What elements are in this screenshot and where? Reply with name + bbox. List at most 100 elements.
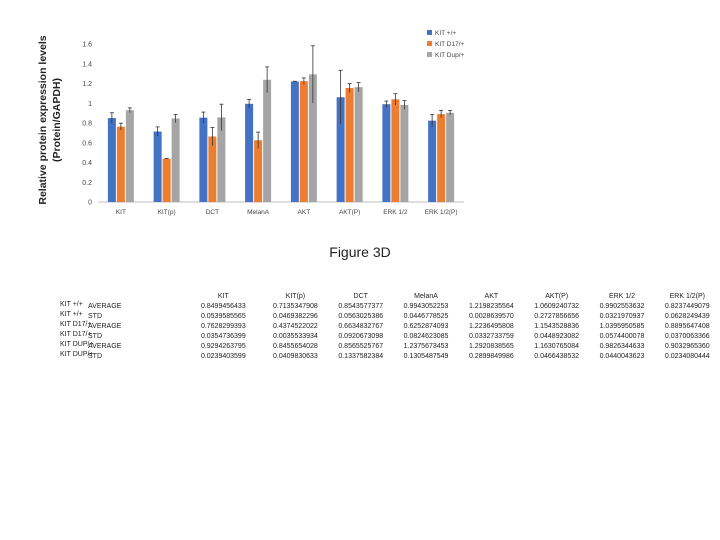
y-tick-label: 1.2 bbox=[82, 81, 92, 88]
y-tick-label: 1.6 bbox=[82, 42, 92, 49]
table-cell: 0.0321970937 bbox=[599, 312, 645, 320]
table-cell: 0.0370063366 bbox=[664, 332, 710, 340]
table-body: KIT +/+ AVERAGE 0.8499456433 0.7135347908 0.… bbox=[60, 301, 720, 361]
legend-swatch bbox=[427, 41, 432, 46]
table-cell: 0.0332733759 bbox=[468, 332, 514, 340]
bar bbox=[125, 110, 134, 202]
row-stat-label: AVERAGE bbox=[88, 342, 122, 350]
y-tick-label: 1 bbox=[88, 101, 92, 108]
table-cell: 1.0395950585 bbox=[599, 322, 645, 330]
table-row: KIT DUP/+ STD 0.0239403599 0.0409830633 0.13… bbox=[60, 351, 720, 361]
bar bbox=[336, 97, 345, 202]
x-tick-label: DCT bbox=[206, 209, 219, 216]
table-cell: 0.0234080444 bbox=[664, 352, 710, 360]
y-tick-label: 0.2 bbox=[82, 180, 92, 187]
table-cell: 0.8237449079 bbox=[664, 302, 710, 310]
y-tick-label: 1.4 bbox=[82, 61, 92, 68]
table-header-cell: AKT(P) bbox=[545, 292, 569, 300]
table-cell: 0.0035533934 bbox=[273, 332, 318, 340]
row-group-text: KIT DUP/+ bbox=[60, 351, 94, 358]
legend-label: KIT +/+ bbox=[435, 30, 456, 37]
y-tick-label: 0.8 bbox=[82, 121, 92, 128]
table-cell: 0.8499456433 bbox=[200, 302, 246, 310]
y-tick-label: 0.4 bbox=[82, 160, 92, 167]
table-cell: 0.2899849986 bbox=[468, 352, 514, 360]
bar bbox=[446, 112, 455, 202]
bar bbox=[428, 120, 437, 202]
x-tick-label: AKT(P) bbox=[339, 209, 360, 216]
table-cell: 1.2236495808 bbox=[468, 322, 514, 330]
row-group-text: KIT DUP/+ bbox=[60, 341, 94, 348]
row-stat-label: AVERAGE bbox=[88, 322, 122, 330]
y-axis-label-line-1: Relative protein expression levels bbox=[37, 35, 49, 204]
table-header-cell: KIT(p) bbox=[285, 292, 306, 300]
x-tick-label: KIT(p) bbox=[158, 209, 176, 216]
row-group-text: KIT +/+ bbox=[60, 311, 83, 318]
row-stat-label: STD bbox=[88, 312, 102, 320]
table-cell: 0.0028639570 bbox=[468, 312, 514, 320]
table-cell: 0.0469382296 bbox=[273, 312, 318, 320]
table-cell: 0.9943052253 bbox=[403, 302, 449, 310]
table-row: KIT +/+ STD 0.0539585565 0.0469382296 0.0563… bbox=[60, 311, 720, 321]
bar bbox=[400, 104, 409, 202]
table-header-cell bbox=[88, 291, 184, 301]
x-tick-label: AKT bbox=[298, 209, 311, 216]
table-cell: 0.8543577377 bbox=[338, 302, 384, 310]
table-cell: 0.9294263795 bbox=[200, 342, 246, 350]
table-cell: 1.1630765084 bbox=[534, 342, 580, 350]
table-cell: 1.1543528836 bbox=[534, 322, 580, 330]
row-stat-label: AVERAGE bbox=[88, 302, 122, 310]
row-group-text: KIT +/+ bbox=[60, 301, 83, 308]
table-header-row: KIT KIT(p) DCT MelanA AKT AKT(P) ERK 1/2 ERK 1/… bbox=[88, 291, 720, 301]
figure-caption: Figure 3D bbox=[329, 244, 391, 260]
table-row: KIT DUP/+ AVERAGE 0.9294263795 0.8455654028… bbox=[60, 341, 720, 351]
table-cell: 0.2727856656 bbox=[534, 312, 580, 320]
table-header-cell: AKT bbox=[484, 292, 499, 300]
table-cell: 0.0628249439 bbox=[664, 312, 710, 320]
table-cell: 0.0824623085 bbox=[403, 332, 449, 340]
plot-area: 0 0.2 0.4 0.6 0.8 1 1.2 1.4 1.6 KIT KIT(p) DCT Melan… bbox=[82, 42, 464, 216]
table-cell: 0.1337582384 bbox=[338, 352, 384, 360]
table-row: KIT +/+ AVERAGE 0.8499456433 0.7135347908 0.… bbox=[60, 301, 720, 311]
table-cell: 0.9826344633 bbox=[599, 342, 645, 350]
legend-swatch bbox=[427, 30, 432, 35]
table-cell: 0.0920673098 bbox=[338, 332, 384, 340]
table-cell: 1.0609240732 bbox=[534, 302, 580, 310]
y-tick-label: 0.6 bbox=[82, 140, 92, 147]
table-cell: 0.4374522022 bbox=[273, 322, 318, 330]
table-cell: 0.6252874093 bbox=[403, 322, 449, 330]
bar bbox=[208, 136, 217, 202]
table-cell: 0.1305487549 bbox=[403, 352, 449, 360]
row-group-text: KIT D17/+ bbox=[60, 331, 92, 338]
bar bbox=[290, 81, 299, 202]
bar bbox=[437, 114, 446, 202]
data-table: KIT KIT(p) DCT MelanA AKT AKT(P) ERK 1/2 ERK 1/… bbox=[60, 291, 720, 361]
table-header-cell: ERK 1/2 bbox=[608, 292, 636, 300]
table-cell: 0.0574400078 bbox=[599, 332, 645, 340]
bar bbox=[153, 131, 162, 202]
bar bbox=[116, 126, 125, 202]
bar bbox=[345, 88, 354, 202]
table-cell: 1.2920838565 bbox=[468, 342, 514, 350]
y-tick-label: 0 bbox=[88, 200, 92, 207]
table-row: KIT D17/+ AVERAGE 0.7628299393 0.4374522022… bbox=[60, 321, 720, 331]
bar bbox=[382, 104, 391, 202]
table-cell: 0.0440043623 bbox=[599, 352, 645, 360]
bar bbox=[354, 87, 363, 202]
table-cell: 1.2198235564 bbox=[468, 302, 514, 310]
table-cell: 0.0239403599 bbox=[200, 352, 246, 360]
table-cell: 0.0448923082 bbox=[534, 332, 580, 340]
bar bbox=[107, 118, 116, 202]
table-header-cell: ERK 1/2(P) bbox=[669, 292, 706, 300]
row-group-text: KIT D17/+ bbox=[60, 321, 92, 328]
legend-swatch bbox=[427, 52, 432, 57]
table-cell: 1.2375673453 bbox=[403, 342, 449, 350]
x-tick-label: ERK 1/2 bbox=[383, 209, 408, 216]
bar bbox=[171, 118, 180, 202]
bar bbox=[254, 140, 263, 202]
table-cell: 0.0563025386 bbox=[338, 312, 384, 320]
table-cell: 0.0354736399 bbox=[200, 332, 246, 340]
legend-label: KIT Dup/+ bbox=[435, 52, 465, 59]
legend-label: KIT D17/+ bbox=[435, 41, 465, 48]
table-cell: 0.9032965360 bbox=[664, 342, 710, 350]
